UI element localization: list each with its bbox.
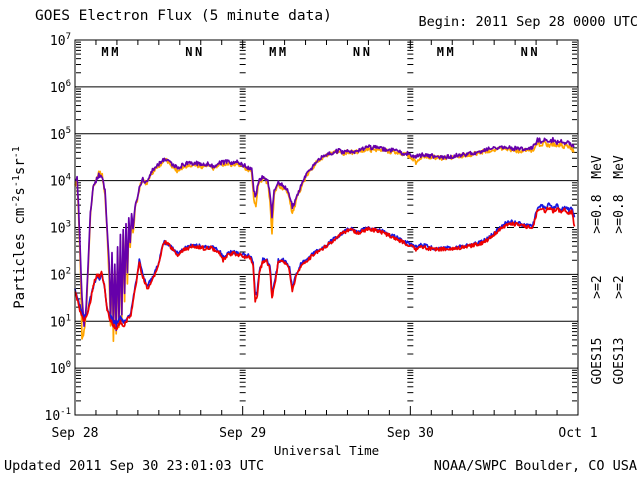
y-tick-label: 100 [50, 360, 71, 377]
chart-title: GOES Electron Flux (5 minute data) [35, 8, 332, 24]
y-tick-label: 101 [50, 313, 71, 330]
begin-timestamp: Begin: 2011 Sep 28 0000 UTC [418, 14, 638, 30]
x-tick-label: Sep 30 [387, 426, 434, 441]
series-goes13-0-8-mev [74, 139, 575, 343]
x-axis-title: Universal Time [274, 443, 379, 458]
series-goes15-2-mev [74, 202, 576, 325]
marker-n: N [530, 45, 537, 59]
marker-n: N [521, 45, 528, 59]
series-goes15-0-8-mev [74, 136, 575, 332]
x-tick-label: Sep 29 [219, 426, 266, 441]
y-axis-title: Particles cm-2​s-1​sr-1​ [11, 146, 28, 309]
y-tick-label: 103 [50, 220, 71, 237]
marker-m: M [447, 45, 454, 59]
marker-n: N [185, 45, 192, 59]
legend-goes13-mev: MeV [612, 155, 627, 179]
x-tick-label: Oct 1 [558, 426, 597, 441]
updated-timestamp: Updated 2011 Sep 30 23:01:03 UTC [4, 458, 265, 474]
legend-goes13-satellite: GOES13 [612, 338, 627, 385]
y-tick-label: 106 [50, 79, 71, 96]
x-tick-label: Sep 28 [52, 426, 99, 441]
legend-goes15-satellite: GOES15 [590, 338, 605, 385]
marker-m: M [279, 45, 286, 59]
y-tick-label: 10-1 [45, 407, 72, 424]
legend-goes13-e2: >=2 [612, 275, 627, 298]
series-goes13-2-mev [74, 206, 576, 330]
legend-goes15-e08: >=0.8 [590, 194, 605, 233]
legend-goes15-e2: >=2 [590, 275, 605, 298]
legend-goes15-mev: MeV [590, 155, 605, 179]
marker-n: N [363, 45, 370, 59]
marker-n: N [195, 45, 202, 59]
legend-goes13-e08: >=0.8 [612, 194, 627, 233]
credit-text: NOAA/SWPC Boulder, CO USA [433, 458, 637, 474]
y-tick-label: 104 [50, 173, 71, 190]
y-tick-label: 105 [50, 126, 71, 143]
marker-n: N [353, 45, 360, 59]
y-tick-label: 102 [50, 266, 71, 283]
y-tick-label: 107 [50, 32, 71, 49]
marker-m: M [269, 45, 276, 59]
marker-m: M [111, 45, 118, 59]
marker-m: M [437, 45, 444, 59]
marker-m: M [101, 45, 108, 59]
plot-frame [74, 39, 579, 416]
